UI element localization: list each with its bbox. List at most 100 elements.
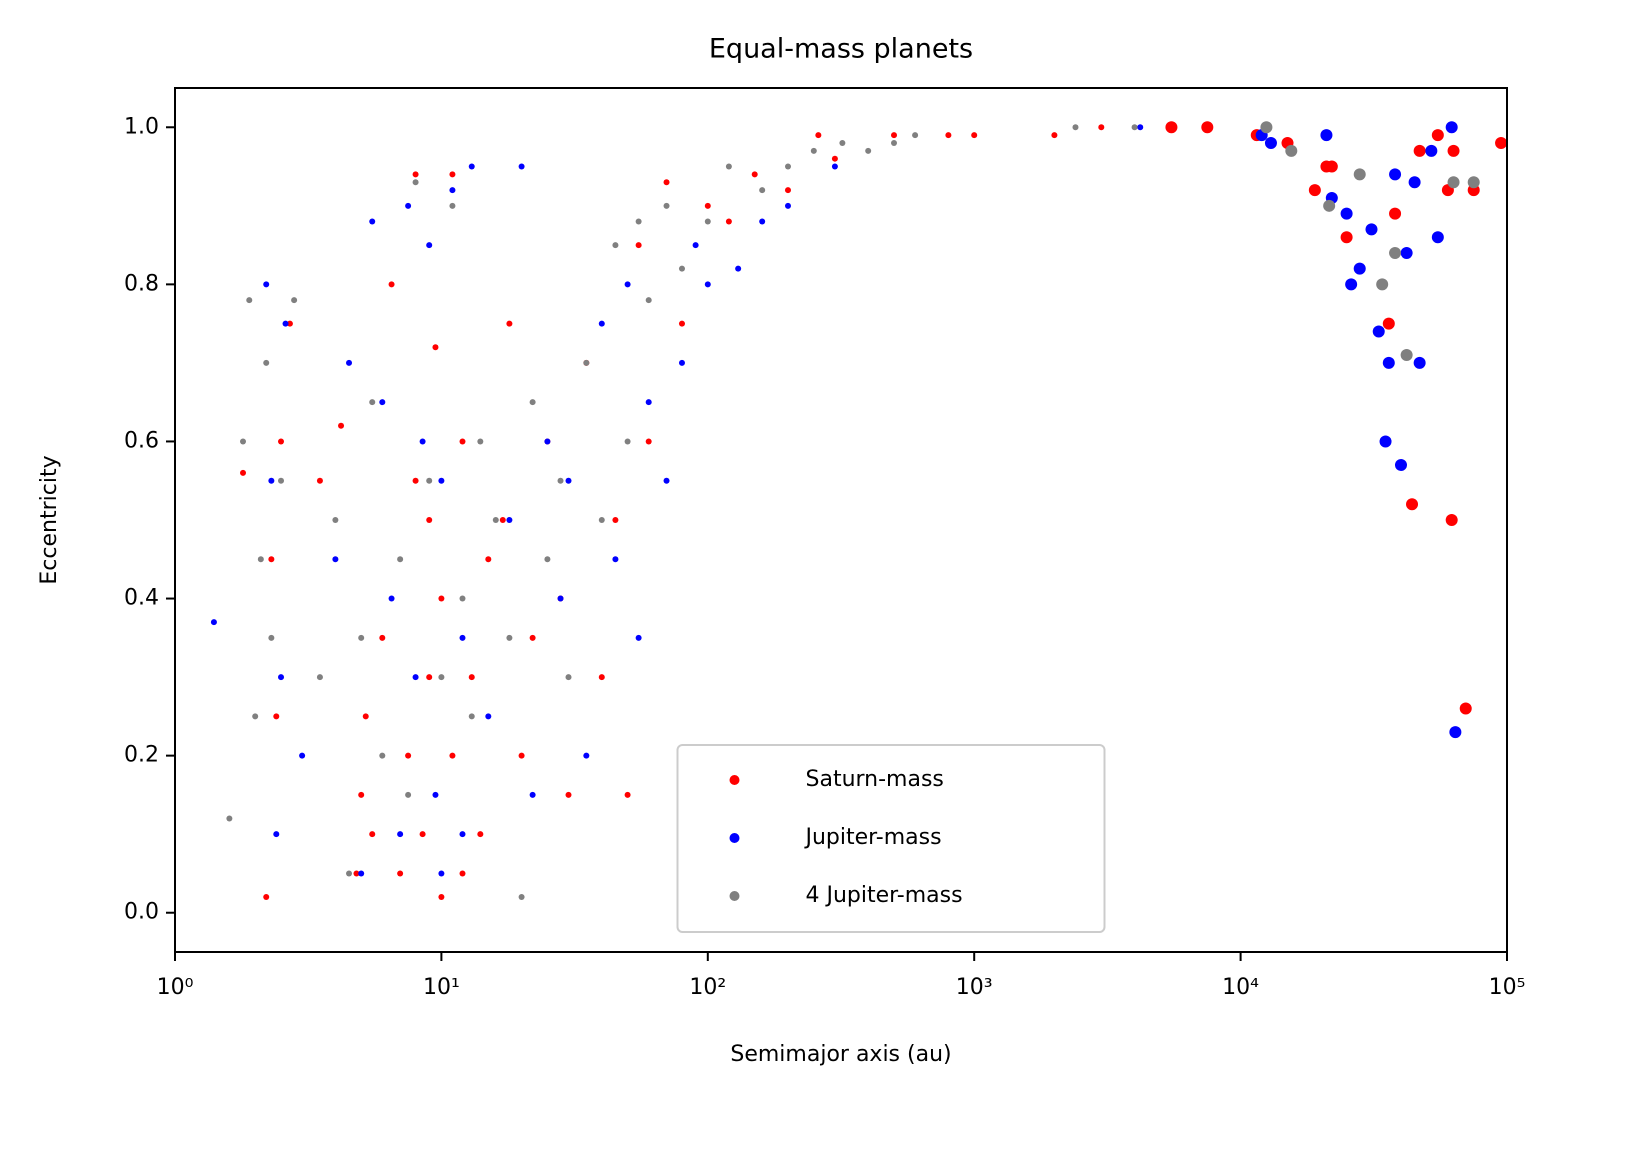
point (891, 132, 898, 139)
point (1308, 184, 1321, 197)
point (612, 517, 619, 523)
point (1165, 121, 1178, 134)
x-tick-label: 10⁰ (157, 975, 194, 1000)
point (663, 179, 670, 186)
legend-label: 4 Jupiter-mass (806, 883, 963, 908)
point (751, 171, 758, 178)
point (1425, 144, 1438, 157)
point (1325, 160, 1338, 173)
point (1379, 435, 1392, 448)
point (426, 477, 433, 484)
point (226, 815, 233, 822)
point (1389, 207, 1402, 220)
legend-marker (729, 775, 740, 785)
point (405, 202, 412, 209)
y-tick-label: 0.2 (124, 743, 159, 768)
point (419, 438, 426, 445)
point (544, 556, 551, 563)
point (1447, 144, 1460, 157)
point (865, 147, 872, 154)
point (358, 634, 365, 641)
y-tick-label: 1.0 (124, 114, 159, 139)
point (1447, 176, 1460, 189)
point (784, 163, 791, 170)
point (432, 344, 439, 351)
point (397, 556, 404, 563)
point (839, 139, 846, 146)
point (1260, 121, 1273, 134)
point (412, 674, 419, 681)
point (529, 634, 536, 641)
point (759, 218, 766, 225)
point (278, 477, 285, 484)
point (1400, 246, 1413, 259)
point (358, 791, 365, 798)
x-tick-label: 10² (689, 975, 726, 1000)
point (412, 477, 419, 484)
point (544, 438, 551, 445)
point (612, 242, 619, 249)
legend: Saturn-mass Jupiter-mass 4 Jupiter-mass (676, 744, 1106, 933)
point (332, 556, 339, 563)
point (459, 634, 466, 641)
point (784, 202, 791, 209)
point (557, 477, 564, 484)
point (506, 320, 513, 327)
point (379, 634, 386, 641)
point (379, 752, 386, 759)
point (1400, 349, 1413, 362)
point (1365, 223, 1378, 236)
legend-box (676, 744, 1106, 933)
point (624, 791, 631, 798)
point (369, 218, 376, 225)
point (252, 713, 259, 720)
point (704, 281, 711, 288)
point (565, 477, 572, 484)
point (506, 517, 513, 523)
point (459, 595, 466, 602)
point (735, 265, 742, 272)
point (565, 674, 572, 681)
point (645, 438, 652, 445)
point (438, 595, 445, 602)
point (1394, 459, 1407, 472)
point (598, 320, 605, 327)
x-tick-label: 10⁴ (1222, 975, 1259, 1000)
point (635, 218, 642, 225)
point (257, 556, 264, 563)
plot-frame (174, 87, 1508, 953)
point (624, 281, 631, 288)
point (240, 438, 247, 445)
point (815, 132, 822, 139)
point (1406, 498, 1419, 511)
point (678, 265, 685, 272)
point (438, 870, 445, 877)
point (1431, 231, 1444, 244)
point (1353, 262, 1366, 275)
point (1098, 124, 1105, 131)
x-tick-label: 10⁵ (1489, 975, 1526, 1000)
point (438, 894, 445, 901)
point (1495, 136, 1508, 149)
point (612, 556, 619, 563)
point (645, 399, 652, 406)
point (338, 422, 345, 429)
point (518, 894, 525, 901)
point (412, 171, 419, 178)
point (624, 438, 631, 445)
point (1408, 176, 1421, 189)
point (263, 359, 270, 366)
point (1137, 124, 1144, 131)
point (1051, 132, 1058, 139)
y-tick-label: 0.8 (124, 271, 159, 296)
point (316, 674, 323, 681)
point (397, 831, 404, 838)
point (291, 297, 298, 304)
x-tick-label: 10³ (956, 975, 993, 1000)
point (369, 399, 376, 406)
legend-label: Jupiter-mass (804, 825, 942, 850)
point (449, 752, 456, 759)
point (332, 517, 339, 523)
point (784, 187, 791, 194)
